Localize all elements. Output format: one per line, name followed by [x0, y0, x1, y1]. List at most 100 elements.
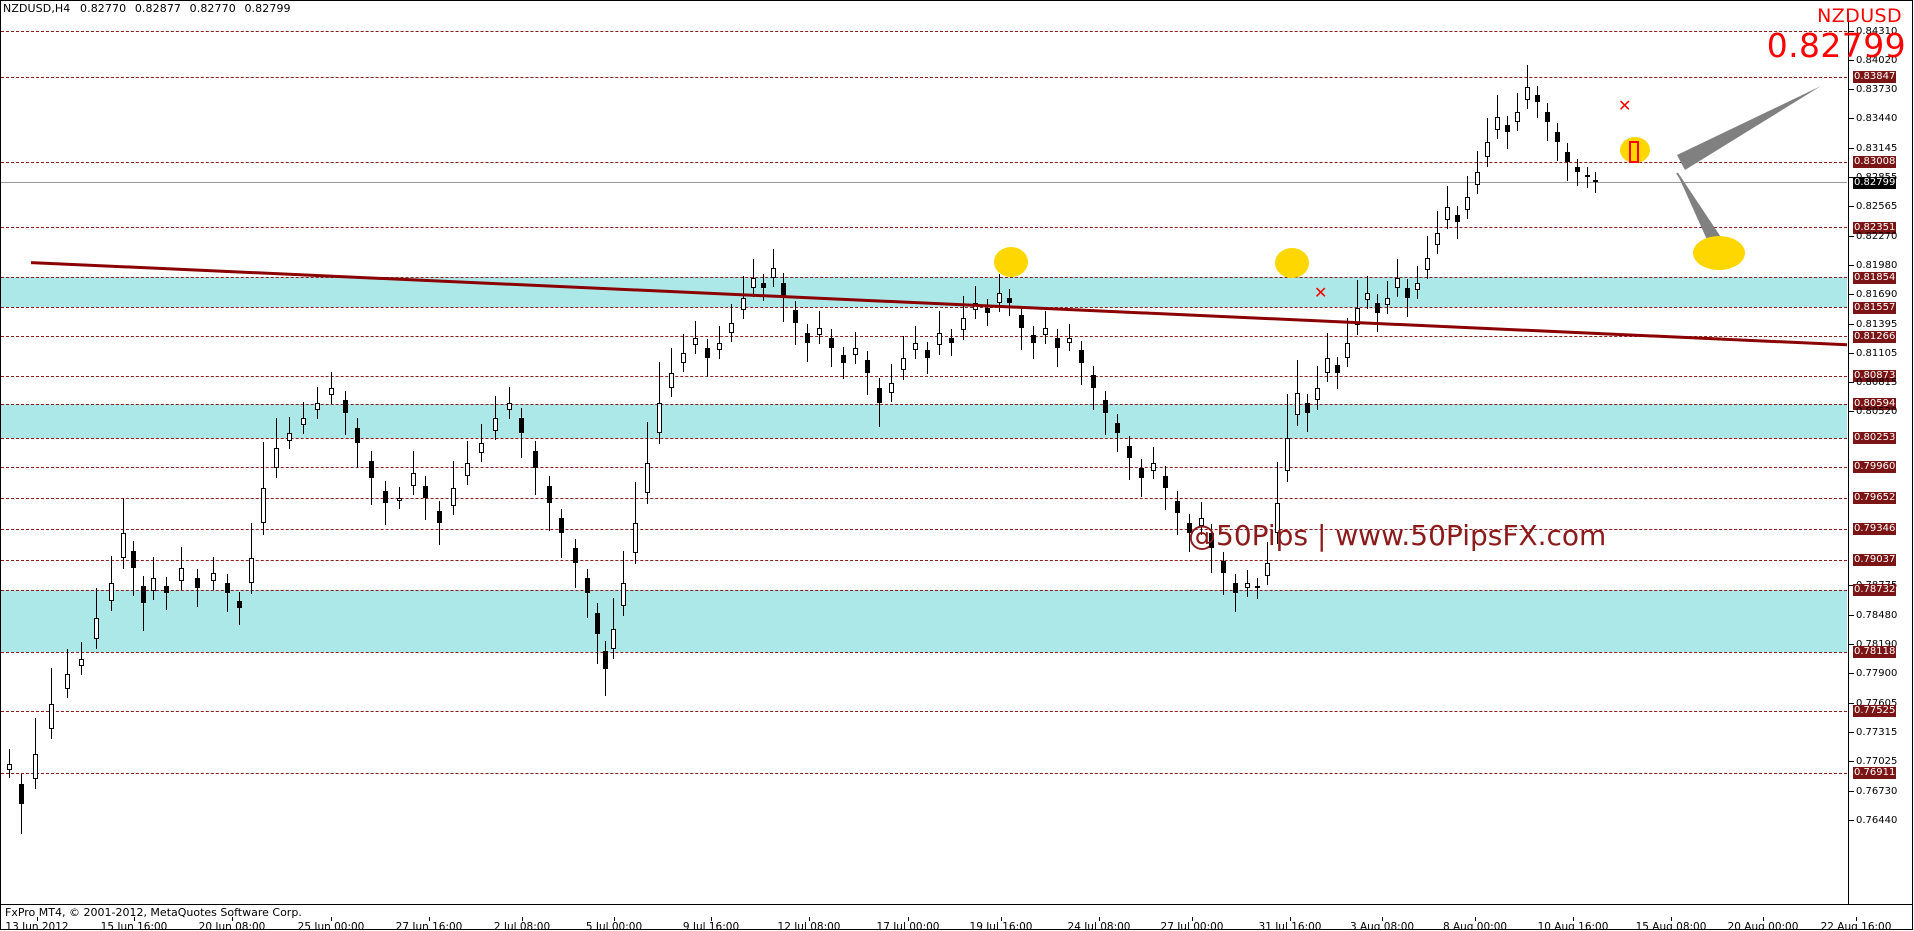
price-tick-mark	[1849, 584, 1854, 586]
candle-wick	[1407, 278, 1408, 317]
candle-wick	[51, 668, 52, 740]
price-tick-label: 0.78480	[1849, 610, 1897, 621]
time-tick-label: 13 Jun 2012	[5, 921, 69, 930]
candle-wick	[1277, 462, 1278, 545]
candle-wick	[1287, 394, 1288, 482]
time-tick-label: 25 Jun 00:00	[297, 921, 365, 930]
candle-wick	[227, 574, 228, 613]
candle-body	[1525, 87, 1530, 100]
candle-wick	[819, 311, 820, 345]
time-tick-mark	[134, 917, 135, 921]
candle-body	[1485, 142, 1490, 158]
candle-wick	[143, 576, 144, 631]
candle-body	[423, 485, 428, 499]
time-tick-mark	[908, 917, 909, 921]
level-price-label: 0.78118	[1853, 646, 1897, 658]
price-tick-mark	[1849, 88, 1854, 90]
candle-wick	[855, 331, 856, 365]
ohlc-open: 0.82770	[80, 2, 127, 15]
candle-body	[519, 417, 524, 433]
candle-body	[1325, 357, 1330, 373]
candle-body	[1415, 282, 1420, 291]
price-tick-value: 0.82565	[1856, 201, 1898, 212]
time-tick-mark	[1573, 917, 1574, 921]
candle-wick	[1547, 103, 1548, 142]
candle-wick	[439, 501, 440, 546]
price-level-line	[1, 77, 1847, 79]
candle-body	[853, 347, 858, 356]
time-tick-label: 15 Aug 08:00	[1635, 921, 1707, 930]
candle-wick	[317, 386, 318, 420]
price-scale[interactable]: 0.84310 0.84020 0.83847 0.83730 0.83440 0.831…	[1849, 13, 1912, 904]
time-tick-mark	[809, 917, 810, 921]
candle-body	[1233, 583, 1238, 594]
candle-body	[1385, 297, 1390, 306]
candle-wick	[927, 341, 928, 375]
trendline-break-right	[1275, 248, 1309, 278]
candle-body	[274, 448, 279, 469]
candle-body	[1475, 172, 1480, 185]
candle-wick	[915, 326, 916, 360]
candle-wick	[975, 286, 976, 319]
candle-wick	[1235, 574, 1236, 613]
candle-body	[79, 658, 84, 667]
price-tick-value: 0.81395	[1856, 319, 1898, 330]
candle-body	[1151, 463, 1156, 471]
candle-body	[315, 402, 320, 411]
price-tick-mark	[1849, 614, 1854, 616]
candle-body	[1575, 167, 1580, 173]
time-tick-label: 27 Jul 00:00	[1160, 921, 1224, 930]
level-price-label: 0.80873	[1853, 370, 1897, 382]
candle-body	[1365, 292, 1370, 301]
candle-body	[1079, 350, 1084, 363]
candle-body	[1043, 327, 1048, 336]
price-level-line	[1, 306, 1847, 308]
time-tick-mark	[1382, 917, 1383, 921]
time-scale[interactable]: 13 Jun 2012 15 Jun 16:00 20 Jun 08:00 25 Ju…	[1, 904, 1912, 930]
time-tick-label: 20 Jun 08:00	[198, 921, 266, 930]
candle-body	[781, 282, 786, 298]
candle-body	[913, 342, 918, 351]
candle-body	[669, 372, 674, 388]
candle-body	[1019, 315, 1024, 328]
price-level-line	[1, 31, 1847, 32]
candle-wick	[123, 497, 124, 569]
candle-body	[889, 382, 894, 393]
price-tick-value: 0.78480	[1856, 610, 1898, 621]
candle-body	[693, 337, 698, 346]
candle-wick	[1457, 206, 1458, 239]
candle-body	[65, 673, 70, 689]
price-tick-value: 0.76440	[1856, 815, 1898, 826]
candle-body	[877, 387, 882, 403]
candle-wick	[1307, 393, 1308, 432]
candle-wick	[1387, 281, 1388, 314]
price-level-line	[1, 161, 1847, 163]
candle-body	[1405, 287, 1410, 298]
candle-body	[901, 357, 906, 371]
candle-body	[49, 703, 54, 729]
demand-zone-lower	[1, 590, 1847, 652]
price-level-line	[1, 336, 1847, 338]
price-level-line	[1, 227, 1847, 229]
time-tick-label: 3 Aug 08:00	[1349, 921, 1415, 930]
price-tick-label: 0.84020	[1849, 55, 1897, 66]
time-tick-label: 24 Jul 08:00	[1067, 921, 1131, 930]
candle-wick	[35, 718, 36, 790]
candle-body	[1221, 560, 1226, 574]
time-tick-mark	[522, 917, 523, 921]
ohlc-high: 0.82877	[134, 2, 182, 15]
candle-body	[1515, 112, 1520, 123]
candle-body	[645, 463, 650, 494]
chart-plot-area[interactable]: ✕ ✕ @50Pips | www.50PipsFX.com	[1, 13, 1847, 904]
level-price-label: 0.79652	[1853, 492, 1897, 504]
price-tick-mark	[1849, 59, 1854, 61]
time-tick-mark	[1671, 917, 1672, 921]
price-level-line	[1, 651, 1847, 653]
time-tick-label: 5 Jul 00:00	[585, 921, 643, 930]
candle-body	[1345, 342, 1350, 358]
candle-wick	[263, 441, 264, 535]
candle-body	[771, 267, 776, 278]
candle-body	[1245, 583, 1250, 589]
level-price-label: 0.81557	[1853, 302, 1897, 314]
